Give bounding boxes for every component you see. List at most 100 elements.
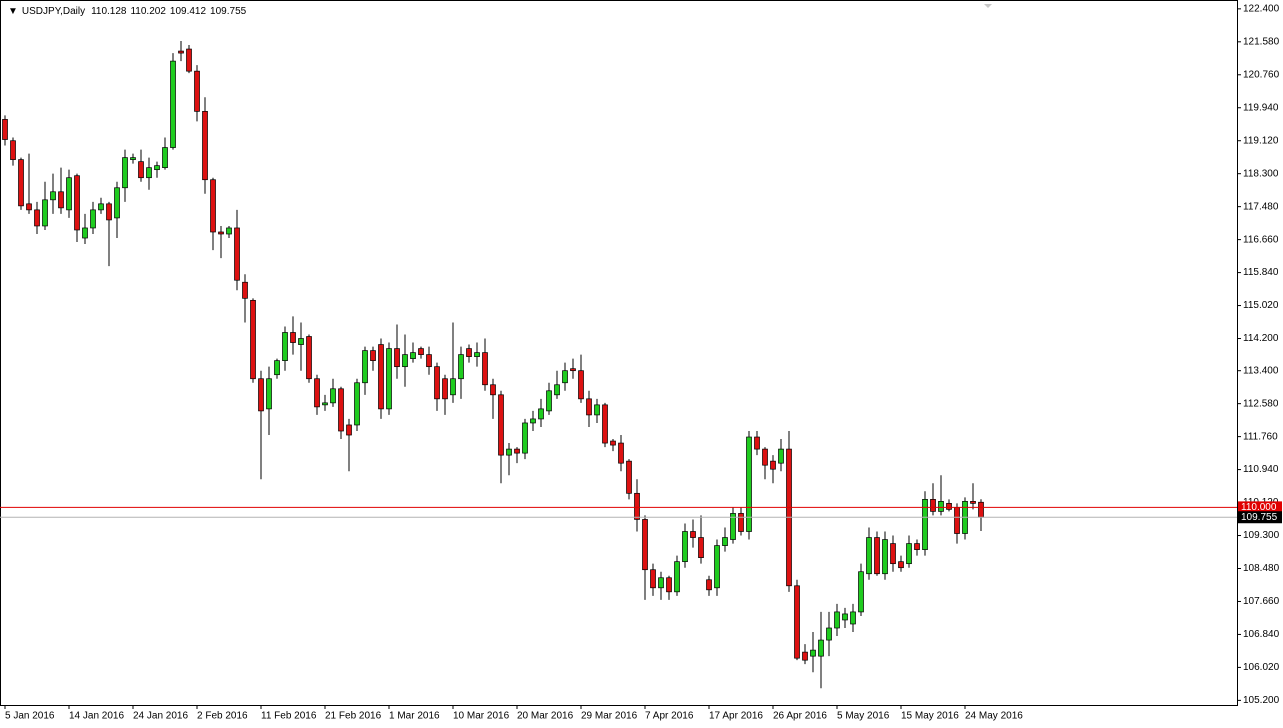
candle-body xyxy=(626,460,632,494)
candle-body xyxy=(170,60,176,148)
candle-body xyxy=(818,639,824,657)
candle-body xyxy=(442,378,448,400)
y-tick-label: 106.840 xyxy=(1243,629,1280,640)
candle-body xyxy=(314,378,320,408)
candle-body xyxy=(530,418,536,424)
shift-marker xyxy=(984,4,992,8)
candle-body xyxy=(706,579,712,591)
y-tick-label: 115.020 xyxy=(1243,300,1279,311)
x-tick-label: 5 Jan 2016 xyxy=(5,711,55,722)
candle-body xyxy=(762,448,768,466)
candle-body xyxy=(562,370,568,384)
chart-header: ▼ USDJPY,Daily 110.128 110.202 109.412 109.75… xyxy=(8,6,250,17)
candle-body xyxy=(578,370,584,400)
candle-body xyxy=(978,501,984,518)
y-tick-label: 119.940 xyxy=(1243,102,1279,113)
candle-body xyxy=(746,436,752,532)
candle-body xyxy=(274,360,280,376)
candle-body xyxy=(906,543,912,565)
candle-body xyxy=(258,378,264,412)
last-price-box xyxy=(1238,511,1282,524)
candle-body xyxy=(490,384,496,396)
candle-body xyxy=(634,492,640,520)
candle-body xyxy=(154,165,160,171)
candle-body xyxy=(898,561,904,569)
candle-body xyxy=(50,191,56,201)
candle-body xyxy=(930,498,936,512)
candle-body xyxy=(866,537,872,575)
candle-body xyxy=(946,503,952,510)
candle-body xyxy=(554,384,560,396)
candle-body xyxy=(418,348,424,355)
level-label-box xyxy=(1238,501,1282,514)
x-tick-label: 15 May 2016 xyxy=(901,711,959,722)
plot-layer: 122.400 121.580 120.760 119.940 119.120 118.3… xyxy=(0,3,1280,722)
candle-body xyxy=(586,398,592,416)
candle-body xyxy=(82,227,88,239)
candle-body xyxy=(290,332,296,343)
candle-body xyxy=(842,613,848,621)
header-low: 109.412 xyxy=(169,6,207,17)
candle-body xyxy=(122,157,128,189)
candle-body xyxy=(850,611,856,625)
candle-body xyxy=(594,404,600,416)
y-tick-label: 108.480 xyxy=(1243,563,1280,574)
candle-body xyxy=(650,569,656,589)
candle-body xyxy=(2,119,8,140)
plot-area xyxy=(0,0,1238,706)
candle-body xyxy=(474,352,480,357)
candle-body xyxy=(794,585,800,659)
x-tick-label: 29 Mar 2016 xyxy=(581,711,638,722)
candle-body xyxy=(306,336,312,380)
y-tick-label: 116.660 xyxy=(1243,234,1279,245)
candle-body xyxy=(826,627,832,641)
y-tick-label: 120.760 xyxy=(1243,69,1280,80)
candle-body xyxy=(106,203,112,221)
candle-body xyxy=(482,352,488,386)
y-tick-label: 117.480 xyxy=(1243,201,1279,212)
candle-body xyxy=(506,448,512,456)
candle-body xyxy=(466,348,472,357)
candle-body xyxy=(394,348,400,368)
x-tick-label: 24 Jan 2016 xyxy=(133,711,188,722)
candle-body xyxy=(722,537,728,546)
candle-body xyxy=(938,501,944,512)
candle-body xyxy=(458,354,464,380)
x-tick-label: 5 May 2016 xyxy=(837,711,890,722)
y-tick-label: 115.840 xyxy=(1243,267,1279,278)
candle-body xyxy=(282,332,288,361)
candle-body xyxy=(386,348,392,410)
y-tick-label: 113.400 xyxy=(1243,365,1279,376)
candle-body xyxy=(666,577,672,593)
candle-body xyxy=(354,382,360,426)
candle-body xyxy=(226,227,232,235)
x-tick-label: 17 Apr 2016 xyxy=(709,711,763,722)
candle-body xyxy=(242,281,248,299)
x-tick-label: 20 Mar 2016 xyxy=(517,711,574,722)
candle-body xyxy=(522,422,528,454)
candle-body xyxy=(802,651,808,661)
candle-body xyxy=(514,448,520,454)
last-price-label: 109.755 xyxy=(1241,512,1278,523)
header-close: 109.755 xyxy=(210,6,247,17)
candle-body xyxy=(778,448,784,464)
candle-body xyxy=(810,649,816,657)
candle-body xyxy=(602,404,608,444)
candle-body xyxy=(18,159,24,207)
candle-body xyxy=(426,354,432,368)
candle-body xyxy=(218,231,224,235)
candle-body xyxy=(698,537,704,558)
candle-body xyxy=(402,354,408,368)
candle-body xyxy=(770,460,776,470)
candle-body xyxy=(58,191,64,209)
y-tick-label: 110.940 xyxy=(1243,464,1279,475)
x-tick-label: 1 Mar 2016 xyxy=(389,711,440,722)
candle-body xyxy=(618,442,624,464)
header-high: 110.202 xyxy=(130,6,166,17)
candle-body xyxy=(754,436,760,450)
x-tick-label: 11 Feb 2016 xyxy=(261,711,317,722)
y-tick-label: 119.120 xyxy=(1243,135,1279,146)
candle-body xyxy=(346,424,352,436)
x-tick-label: 26 Apr 2016 xyxy=(773,711,827,722)
